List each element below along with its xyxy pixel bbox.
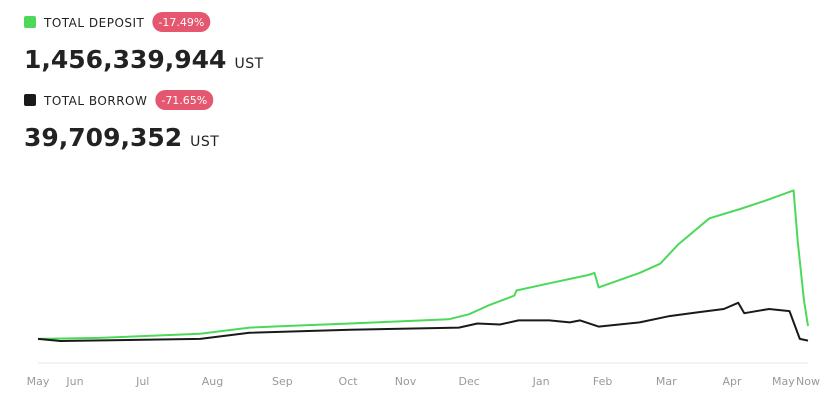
- series-line: [37, 301, 809, 342]
- unit: UST: [234, 56, 263, 72]
- legend-label: TOTAL DEPOSIT: [43, 16, 145, 30]
- change-text: -17.49%: [158, 16, 204, 29]
- x-tick-label: Aug: [202, 375, 223, 388]
- x-tick-label: Dec: [459, 375, 480, 388]
- change-text: -71.65%: [161, 94, 207, 107]
- change-badge: [152, 12, 211, 32]
- legend-swatch: [24, 94, 36, 106]
- unit: UST: [190, 134, 219, 150]
- x-tick-label: Now: [796, 375, 820, 388]
- x-tick-label: Jun: [65, 375, 83, 388]
- x-tick-label: Mar: [656, 375, 677, 388]
- change-badge: [155, 90, 214, 110]
- x-tick-label: Feb: [593, 375, 612, 388]
- total-value: 1,456,339,944: [24, 45, 226, 74]
- legend-swatch: [24, 16, 36, 28]
- legend-label: TOTAL BORROW: [43, 94, 147, 108]
- x-tick-label: May: [772, 375, 795, 388]
- x-tick-label: Nov: [395, 375, 417, 388]
- x-tick-label: Jan: [532, 375, 550, 388]
- x-tick-label: Jul: [135, 375, 149, 388]
- series-line: [37, 189, 809, 340]
- total-value: 39,709,352: [24, 123, 182, 152]
- x-tick-label: Sep: [272, 375, 293, 388]
- x-tick-label: May: [27, 375, 50, 388]
- x-tick-label: Apr: [723, 375, 743, 388]
- x-tick-label: Oct: [339, 375, 359, 388]
